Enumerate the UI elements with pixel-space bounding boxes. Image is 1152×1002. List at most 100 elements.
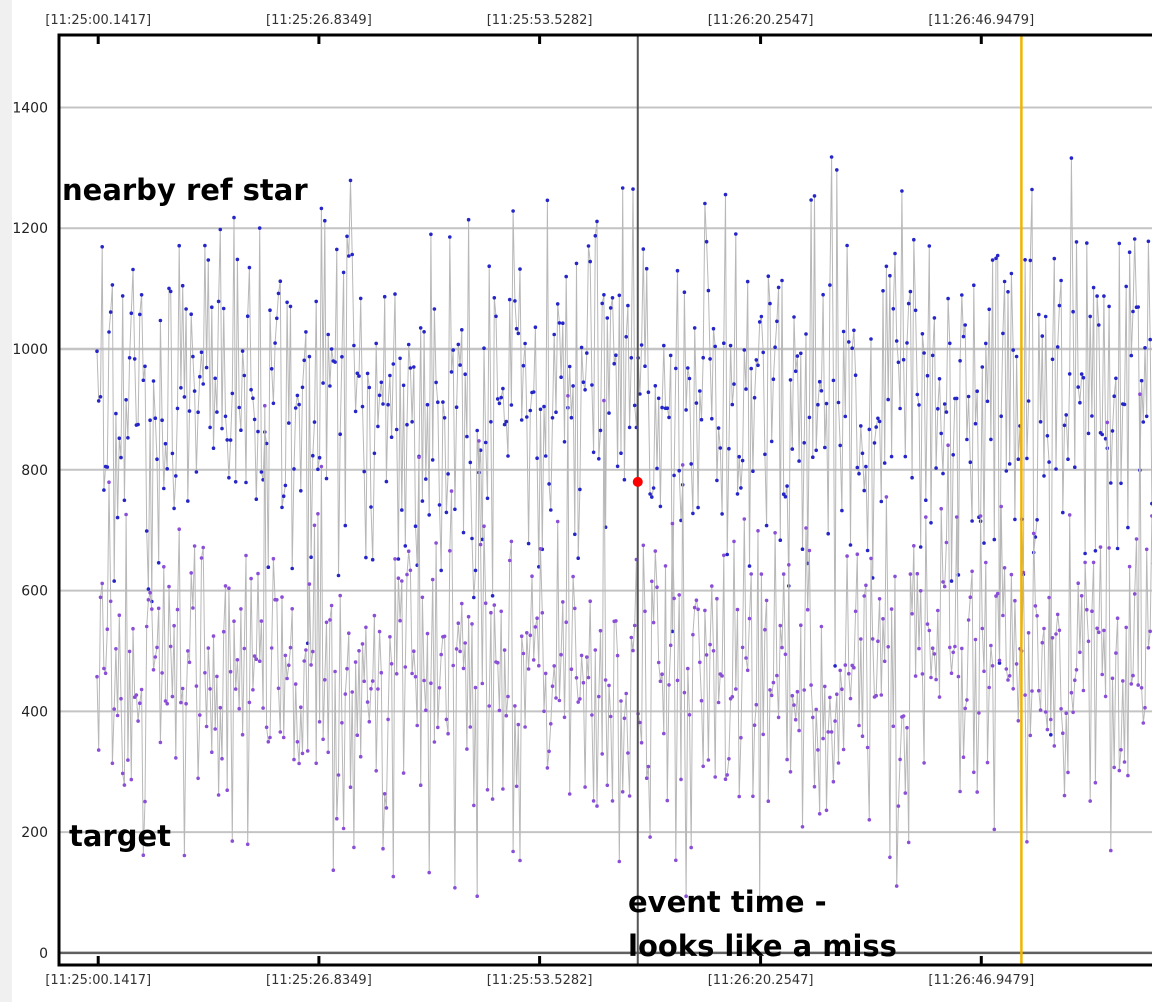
- series-1-point: [1090, 414, 1094, 418]
- series-1-point: [1095, 294, 1099, 298]
- series-1-point: [350, 252, 355, 257]
- series-1-point: [595, 219, 599, 224]
- series-1-point: [242, 373, 247, 378]
- series-1-point: [838, 443, 842, 448]
- series-2-point: [514, 784, 519, 789]
- series-2-point: [816, 748, 820, 752]
- series-1-point: [886, 397, 890, 402]
- series-2-point: [442, 634, 447, 639]
- series-1-point: [487, 264, 492, 269]
- series-1-point: [179, 386, 183, 390]
- series-1-point: [1074, 240, 1079, 244]
- series-1-point: [547, 482, 551, 486]
- series-2-point: [420, 595, 425, 600]
- series-2-point: [973, 637, 978, 642]
- series-2-point: [894, 884, 899, 888]
- series-1-point: [1109, 481, 1113, 485]
- series-2-point: [129, 777, 134, 782]
- series-2-point: [518, 858, 522, 863]
- series-1-point: [901, 357, 906, 362]
- series-1-point: [492, 296, 497, 300]
- series-2-point: [148, 590, 152, 595]
- series-2-point: [557, 698, 562, 703]
- series-1-point: [1013, 517, 1017, 522]
- series-1-point: [682, 290, 687, 295]
- series-2-point: [107, 480, 111, 485]
- series-2-point: [509, 539, 514, 544]
- series-2-point: [600, 752, 604, 756]
- series-1-point: [672, 473, 676, 478]
- series-1-point: [280, 505, 284, 510]
- series-1-point: [925, 373, 930, 378]
- series-2-point: [401, 771, 406, 775]
- series-1-point: [802, 441, 806, 445]
- series-2-point: [180, 686, 185, 691]
- series-2-point: [799, 623, 803, 627]
- ref-star-annotation: nearby ref star: [62, 173, 308, 207]
- series-1-point: [514, 326, 519, 331]
- series-2-point: [1078, 650, 1082, 655]
- series-1-point: [126, 436, 130, 440]
- series-2-point: [489, 610, 493, 615]
- series-2-point: [357, 649, 361, 653]
- series-1-point: [432, 307, 437, 311]
- series-1-point: [463, 372, 468, 377]
- series-2-point: [925, 622, 930, 626]
- series-2-point: [734, 687, 738, 691]
- series-1-point: [1091, 285, 1096, 290]
- series-1-point: [792, 315, 796, 319]
- series-2-point: [523, 725, 527, 729]
- series-1-point: [158, 318, 163, 323]
- series-1-point: [211, 446, 216, 451]
- y-tick-label: 1000: [12, 342, 48, 358]
- series-2-point: [882, 659, 887, 664]
- series-1-point: [650, 495, 654, 499]
- series-1-point: [910, 475, 914, 480]
- series-1-point: [1081, 375, 1086, 380]
- series-1-point: [131, 267, 135, 272]
- series-2-point: [977, 711, 981, 715]
- series-2-point: [859, 637, 863, 641]
- series-2-point: [876, 639, 880, 643]
- series-1-point: [216, 299, 221, 304]
- series-2-point: [843, 663, 848, 667]
- series-2-point: [405, 572, 409, 577]
- series-1-point: [1064, 413, 1068, 417]
- series-2-point: [567, 792, 572, 796]
- series-2-point: [918, 589, 923, 593]
- series-2-point: [196, 776, 200, 781]
- series-2-point: [155, 645, 159, 650]
- series-2-point: [1073, 678, 1077, 682]
- series-1-point: [107, 330, 111, 334]
- series-2-point: [559, 652, 563, 657]
- series-1-point: [877, 419, 882, 424]
- series-2-point: [989, 643, 993, 648]
- series-1-point: [362, 469, 367, 474]
- series-1-point: [225, 438, 229, 442]
- series-1-point: [675, 268, 680, 273]
- series-1-point: [537, 565, 541, 569]
- time-tick-label-bottom: [11:25:26.8349]: [266, 973, 372, 988]
- series-2-point: [578, 697, 582, 701]
- series-2-point: [747, 616, 752, 621]
- series-2-point: [466, 614, 471, 619]
- series-1-point: [1002, 279, 1007, 284]
- series-1-point: [513, 299, 517, 303]
- series-1-point: [372, 451, 377, 456]
- series-1-point: [944, 410, 949, 414]
- series-1-point: [591, 450, 596, 455]
- series-2-point: [497, 708, 502, 713]
- y-tick-label: 0: [39, 946, 48, 962]
- series-2-point: [929, 675, 933, 680]
- series-1-point: [96, 399, 101, 403]
- series-1-point: [412, 365, 416, 369]
- series-2-point: [117, 613, 122, 617]
- series-2-point: [251, 688, 255, 692]
- series-2-point: [797, 728, 801, 733]
- series-1-point: [710, 416, 714, 421]
- series-1-point: [579, 345, 584, 350]
- series-1-point: [852, 328, 856, 333]
- series-2-point: [463, 641, 468, 645]
- series-2-point: [1148, 629, 1152, 634]
- series-1-point: [804, 332, 808, 336]
